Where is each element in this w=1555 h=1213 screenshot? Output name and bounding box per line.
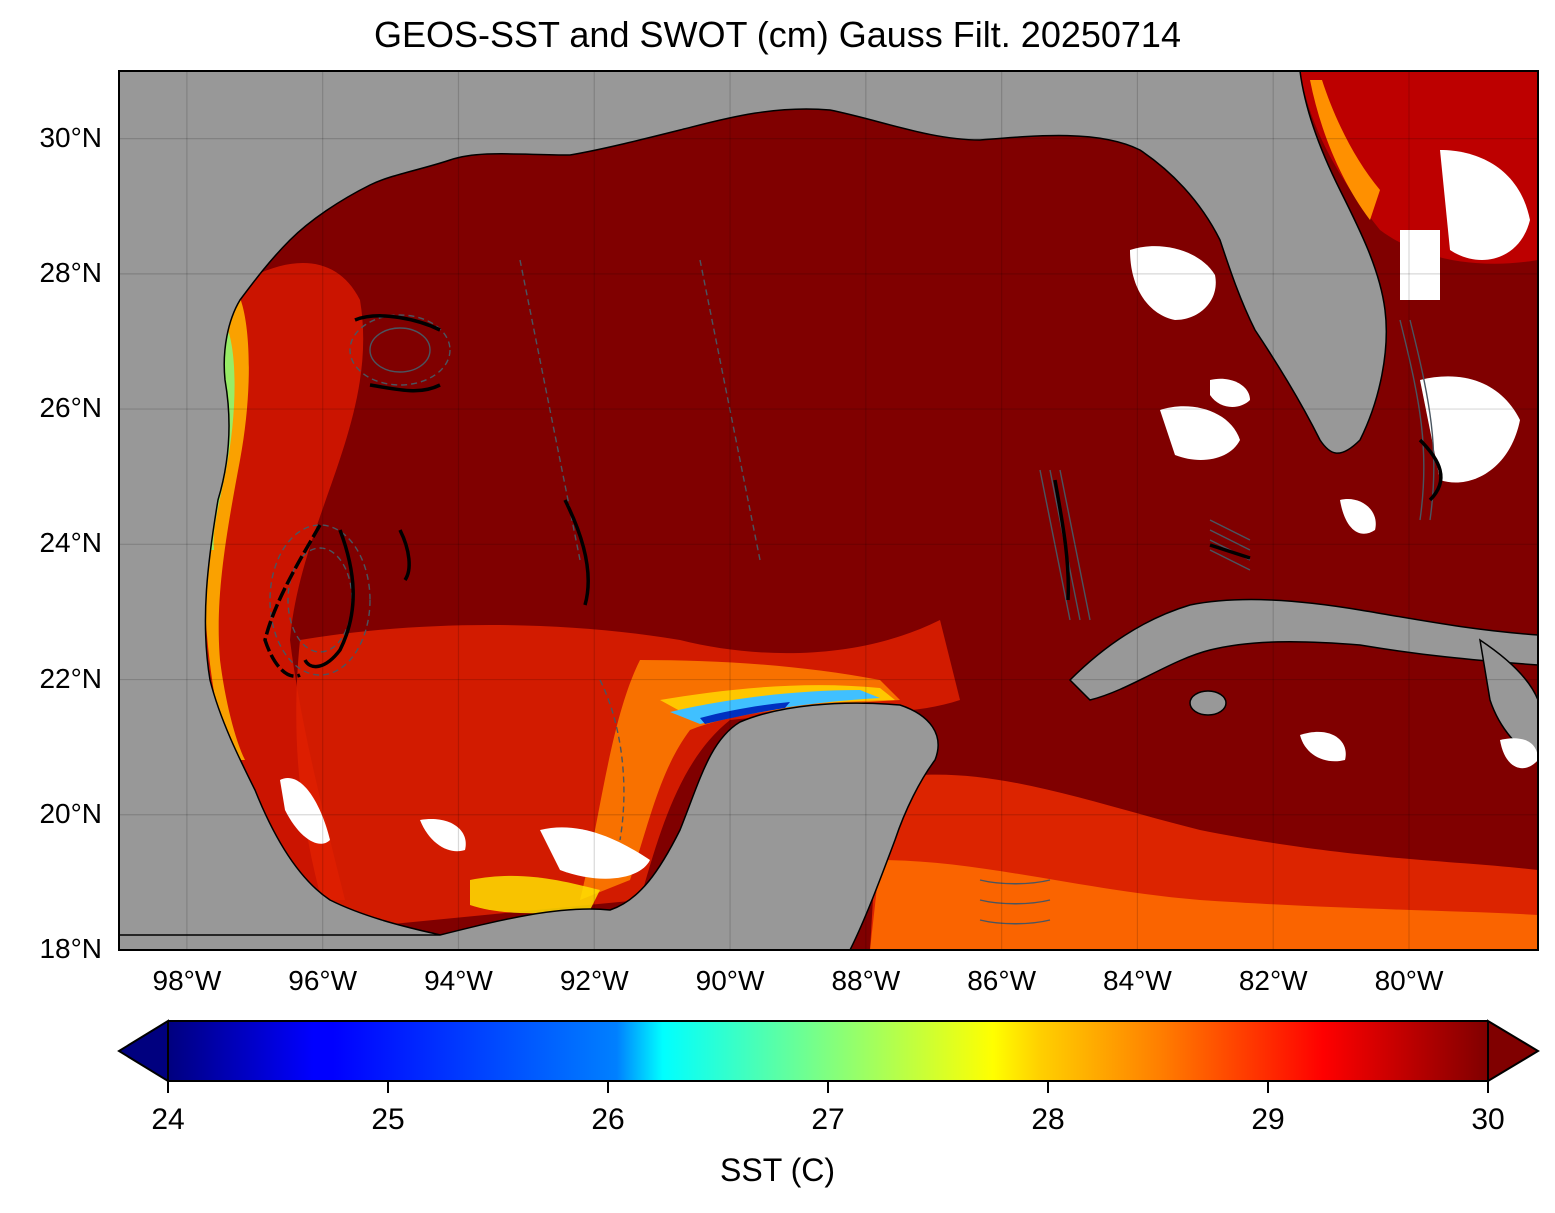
colorbar-gradient [168,1021,1488,1081]
map-title: GEOS-SST and SWOT (cm) Gauss Filt. 20250… [374,14,1181,55]
colorbar-tick-label: 28 [1031,1103,1065,1136]
colorbar-tick-label: 29 [1251,1103,1285,1136]
lat-tick-label: 28°N [39,256,102,288]
map-area [119,71,1538,950]
colorbar-tick-label: 25 [371,1103,405,1136]
lon-tick-label: 88°W [831,965,901,996]
colorbar-label: SST (C) [720,1152,835,1188]
graticule [119,71,1538,950]
colorbar-tick-label: 24 [151,1103,185,1136]
cuba-land [1068,598,1538,701]
no-data-patches [280,150,1538,879]
yucatan-land [119,702,939,950]
lat-tick-label: 26°N [39,392,102,424]
lon-tick-label: 90°W [695,965,765,996]
map-frame [118,70,1539,951]
lon-tick-label: 94°W [424,965,493,996]
lat-tick-label: 22°N [39,662,102,694]
us-gulf-coast-land [119,71,1388,950]
colorbar-extend-max [1487,1019,1540,1083]
lon-tick-label: 82°W [1238,965,1308,996]
colorbar [117,1019,1540,1093]
lat-tick-label: 30°N [39,121,102,153]
lon-tick-label: 98°W [152,965,222,996]
yucatan-west-yellow [470,875,600,914]
campeche-coldest-core [700,702,790,724]
lon-tick-label: 84°W [1103,965,1172,996]
colorbar-tick-label: 30 [1471,1103,1505,1136]
lat-tick-label: 18°N [39,933,102,964]
lat-tick-label: 24°N [39,527,102,559]
bahamas-land [1478,638,1538,761]
isla-juventud [1189,690,1227,716]
lon-tick-label: 86°W [967,965,1037,996]
colorbar-tick-label: 27 [811,1103,845,1136]
colorbar-extend-min [117,1019,169,1083]
lon-tick-label: 96°W [288,965,358,996]
campeche-shelf-orange [580,660,900,900]
lon-tick-label: 92°W [559,965,629,996]
florida-east-orange [1310,80,1380,220]
colorbar-tick-label: 26 [591,1103,625,1136]
lon-tick-label: 80°W [1374,965,1444,996]
swot-bold-contours [263,314,1443,678]
lat-tick-label: 20°N [39,797,102,829]
